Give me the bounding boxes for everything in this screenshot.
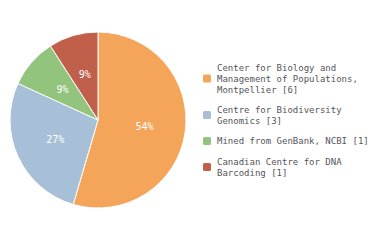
svg-text:Center for Biology and: Center for Biology and — [217, 63, 336, 73]
svg-text:27%: 27% — [46, 134, 64, 145]
svg-text:Canadian Centre for DNA: Canadian Centre for DNA — [217, 157, 342, 167]
svg-text:Centre for Biodiversity: Centre for Biodiversity — [217, 105, 342, 115]
svg-text:Barcoding [1]: Barcoding [1] — [217, 168, 287, 178]
svg-text:Genomics [3]: Genomics [3] — [217, 116, 282, 126]
svg-text:Montpellier [6]: Montpellier [6] — [217, 85, 298, 95]
svg-text:Management of Populations,: Management of Populations, — [217, 74, 358, 84]
svg-text:Mined from GenBank, NCBI [1]: Mined from GenBank, NCBI [1] — [217, 136, 369, 146]
svg-text:9%: 9% — [56, 84, 68, 95]
svg-text:9%: 9% — [79, 69, 91, 80]
svg-text:54%: 54% — [135, 121, 153, 132]
